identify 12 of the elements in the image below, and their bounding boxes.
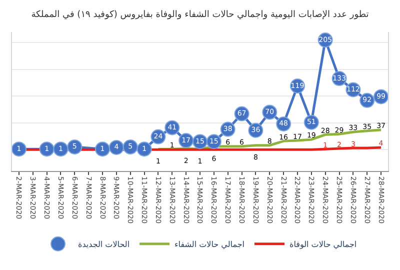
point <box>122 139 138 154</box>
point <box>108 140 124 155</box>
point <box>67 139 82 154</box>
legend-label: اجمالي حالات الشفاء <box>174 240 244 249</box>
point <box>39 142 54 157</box>
point <box>136 142 152 157</box>
legend-label: الحالات الجديدة <box>78 240 130 249</box>
point <box>53 142 68 157</box>
point <box>11 142 26 157</box>
chart-title: تطور عدد الإصابات اليومية واجمالي حالات الشفاء والوفاة بفايروس (كوفيد ١٩) في المملكة <box>31 10 370 20</box>
point <box>95 142 110 157</box>
legend-label: اجمالي حالات الوفاة <box>290 240 357 249</box>
